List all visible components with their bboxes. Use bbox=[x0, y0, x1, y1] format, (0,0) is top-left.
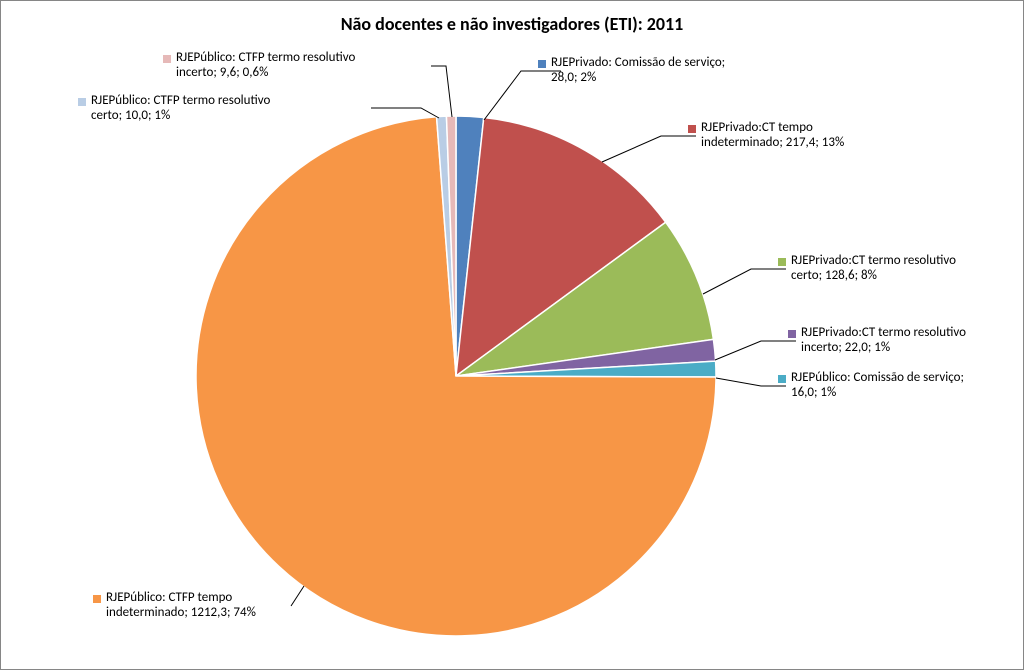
slice-label-line2: incerto; 9,6; 0,6% bbox=[176, 66, 496, 81]
legend-marker bbox=[778, 258, 786, 266]
legend-marker bbox=[688, 125, 696, 133]
leader-line bbox=[716, 378, 786, 386]
slice-label-line1: RJEPúblico: CTFP termo resolutivo bbox=[91, 94, 411, 109]
slice-label-line1: RJEPúblico: Comissão de serviço; bbox=[791, 371, 1024, 386]
slice-label-line1: RJEPúblico: CTFP termo resolutivo bbox=[176, 51, 496, 66]
slice-label-line1: RJEPúblico: CTFP tempo bbox=[106, 591, 366, 606]
legend-marker bbox=[778, 375, 786, 383]
slice-label-line1: RJEPrivado:CT termo resolutivo bbox=[801, 326, 1024, 341]
leader-line bbox=[602, 136, 696, 162]
slice-label-line1: RJEPrivado:CT termo resolutivo bbox=[791, 254, 1024, 269]
leader-line bbox=[703, 269, 786, 294]
pie-slices bbox=[196, 116, 716, 636]
slice-label: RJEPúblico: CTFP termo resolutivoincerto… bbox=[176, 51, 496, 81]
slice-label-line2: indeterminado; 1212,3; 74% bbox=[106, 606, 366, 621]
slice-label: RJEPúblico: CTFP tempoindeterminado; 121… bbox=[106, 591, 366, 621]
slice-label-line2: indeterminado; 217,4; 13% bbox=[701, 136, 961, 151]
slice-label-line2: certo; 128,6; 8% bbox=[791, 269, 1024, 284]
slice-label-line2: 16,0; 1% bbox=[791, 386, 1024, 401]
leader-line bbox=[715, 341, 796, 360]
legend-marker bbox=[788, 330, 796, 338]
slice-label-line2: 28,0; 2% bbox=[551, 71, 811, 86]
slice-label: RJEPrivado:CT tempoindeterminado; 217,4;… bbox=[701, 121, 961, 151]
slice-label-line2: incerto; 22,0; 1% bbox=[801, 341, 1024, 356]
legend-marker bbox=[538, 60, 546, 68]
slice-label: RJEPúblico: Comissão de serviço;16,0; 1% bbox=[791, 371, 1024, 401]
slice-label-line1: RJEPrivado: Comissão de serviço; bbox=[551, 56, 811, 71]
slice-label: RJEPrivado: Comissão de serviço;28,0; 2% bbox=[551, 56, 811, 86]
slice-label: RJEPrivado:CT termo resolutivoincerto; 2… bbox=[801, 326, 1024, 356]
slice-label: RJEPrivado:CT termo resolutivocerto; 128… bbox=[791, 254, 1024, 284]
legend-marker bbox=[78, 98, 86, 106]
pie-chart-container: Não docentes e não investigadores (ETI):… bbox=[0, 0, 1024, 670]
legend-marker bbox=[163, 55, 171, 63]
slice-label-line2: certo; 10,0; 1% bbox=[91, 109, 411, 124]
legend-marker bbox=[93, 595, 101, 603]
slice-label: RJEPúblico: CTFP termo resolutivocerto; … bbox=[91, 94, 411, 124]
slice-label-line1: RJEPrivado:CT tempo bbox=[701, 121, 961, 136]
